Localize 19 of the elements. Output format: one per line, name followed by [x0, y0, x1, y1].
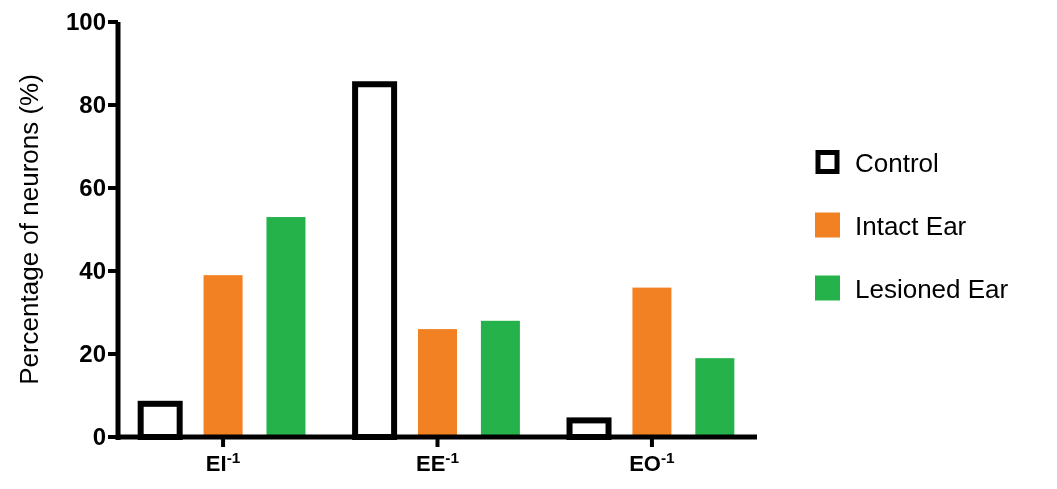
legend-label: Lesioned Ear [855, 273, 1009, 304]
y-tick-label: 100 [65, 8, 106, 36]
y-tick-label: 20 [79, 340, 106, 368]
x-tick-label: EI$^{-1}$ [205, 448, 241, 476]
bar [203, 275, 243, 437]
legend-label: Control [855, 147, 939, 178]
bar [266, 217, 306, 437]
y-tick-label: 40 [79, 257, 106, 285]
y-tick-label: 0 [92, 423, 106, 451]
bar [418, 329, 457, 437]
legend-label: Intact Ear [855, 210, 967, 241]
x-tick-label: EO$^{-1}$ [629, 448, 676, 476]
x-tick-label: EE$^{-1}$ [415, 448, 460, 476]
bar [695, 358, 735, 437]
y-tick-label: 80 [79, 91, 106, 119]
y-tick-label: 60 [79, 174, 106, 202]
y-axis-title: Percentage of neurons (%) [14, 74, 44, 385]
bar [632, 287, 672, 437]
bar [480, 320, 520, 437]
